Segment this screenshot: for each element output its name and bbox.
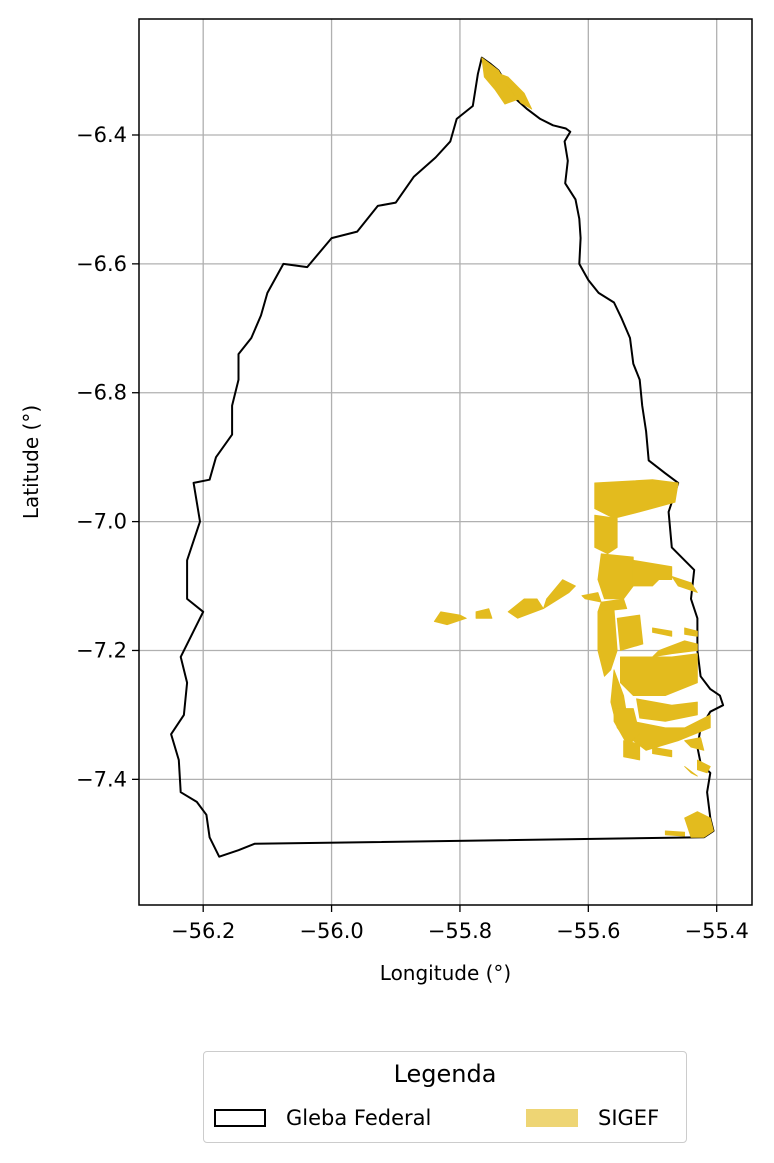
gridlines <box>139 19 752 905</box>
sigef-parcel <box>664 830 685 837</box>
plot-frame <box>138 18 753 906</box>
sigef-layer <box>433 57 714 838</box>
axis-ticks: −56.2 −56.0 −55.8 −55.6 −55.4 −6.4 −6.6 −6.8 −7.… <box>76 123 749 943</box>
sigef-parcel <box>623 740 641 761</box>
gleba-federal-layer <box>170 56 725 858</box>
sigef-parcel <box>543 579 576 609</box>
sigef-parcel <box>620 653 698 696</box>
sigef-parcel <box>507 598 544 619</box>
sigef-parcel <box>616 614 644 651</box>
sigef-parcel <box>652 746 673 758</box>
sigef-parcel <box>613 708 641 745</box>
gleba-federal-boundary <box>170 56 725 858</box>
sigef-parcel <box>632 559 673 587</box>
sigef-parcel <box>652 627 673 637</box>
sigef-parcel <box>481 57 519 105</box>
sigef-parcel <box>594 479 679 519</box>
legend-swatch-sigef <box>526 1109 578 1127</box>
sigef-parcel <box>433 611 467 626</box>
sigef-parcel <box>684 766 698 777</box>
sigef-parcel <box>597 608 618 677</box>
legend-title: Legenda <box>393 1060 497 1088</box>
sigef-parcel <box>594 514 618 555</box>
sigef-parcel <box>684 811 714 838</box>
x-tick-label: −56.0 <box>299 919 363 943</box>
sigef-parcel <box>597 553 634 600</box>
sigef-parcel <box>636 698 698 722</box>
sigef-parcel <box>581 592 602 603</box>
y-tick-label: −7.0 <box>76 510 127 534</box>
y-tick-label: −6.4 <box>76 123 127 147</box>
x-axis-label: Longitude (°) <box>380 961 511 985</box>
sigef-parcel <box>597 598 628 613</box>
x-tick-label: −56.2 <box>171 919 235 943</box>
sigef-parcel <box>475 608 493 619</box>
y-axis-label: Latitude (°) <box>19 405 43 519</box>
y-tick-label: −7.4 <box>76 767 127 791</box>
x-tick-label: −55.8 <box>428 919 492 943</box>
map-figure: −56.2 −56.0 −55.8 −55.6 −55.4 −6.4 −6.6 −6.8 −7.… <box>19 18 753 985</box>
sigef-parcel <box>697 759 711 774</box>
legend-swatch-gleba <box>214 1109 266 1127</box>
sigef-parcel <box>684 627 698 637</box>
legend: Legenda Gleba Federal SIGEF <box>203 1051 687 1143</box>
legend-label-gleba: Gleba Federal <box>286 1106 432 1130</box>
y-tick-label: −6.8 <box>76 381 127 405</box>
sigef-parcel <box>490 70 533 110</box>
x-tick-label: −55.6 <box>556 919 620 943</box>
legend-item-sigef: SIGEF <box>526 1104 659 1132</box>
sigef-parcel <box>684 737 705 751</box>
legend-item-gleba: Gleba Federal <box>214 1104 431 1132</box>
y-tick-label: −7.2 <box>76 638 127 662</box>
y-tick-label: −6.6 <box>76 252 127 276</box>
x-tick-label: −55.4 <box>685 919 749 943</box>
legend-label-sigef: SIGEF <box>598 1106 660 1130</box>
sigef-parcel <box>671 576 698 593</box>
